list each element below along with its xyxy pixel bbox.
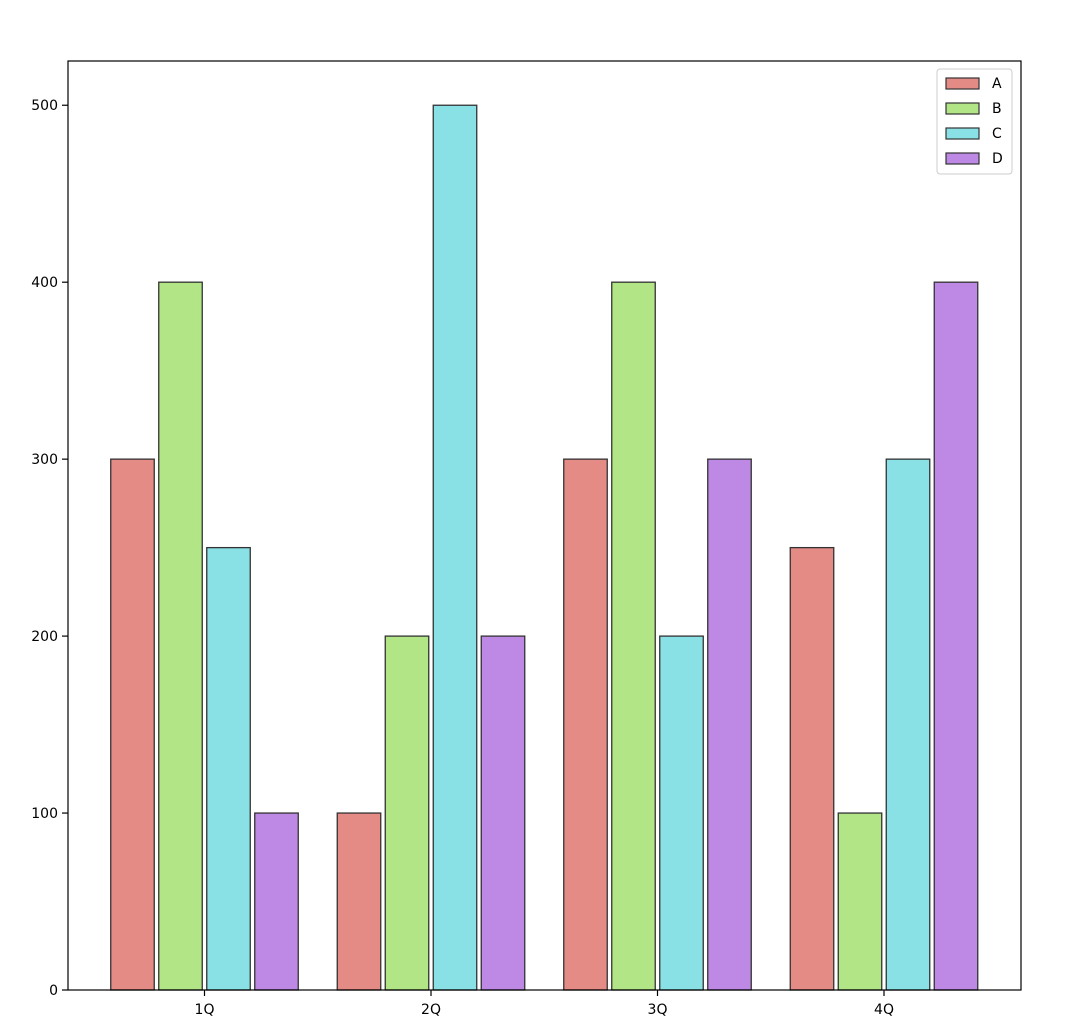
bar-B-2Q [384,635,430,991]
x-axis: 1Q 2Q 3Q 4Q [195,990,894,1018]
bars-layer [110,104,979,991]
legend-swatch-B [945,102,980,115]
legend-label-A: A [992,76,1002,92]
x-tick-label-1Q: 1Q [195,1002,215,1018]
bar-C-4Q [885,458,931,991]
bar-B-3Q [611,281,656,991]
y-tick-label-0: 0 [49,983,58,999]
legend-swatch-D [945,152,980,165]
legend-swatch-A [945,77,980,90]
bar-D-2Q [480,635,526,991]
y-tick-label-200: 200 [31,629,58,645]
bar-C-2Q [432,104,478,991]
bar-C-3Q [659,635,704,991]
bar-B-1Q [158,281,203,991]
plot-frame [67,60,1022,991]
bar-B-4Q [837,812,883,991]
x-tick-label-2Q: 2Q [421,1002,441,1018]
y-tick-label-500: 500 [31,98,58,114]
bar-D-1Q [254,812,299,991]
y-tick-label-300: 300 [31,452,58,468]
legend-label-C: C [992,126,1002,142]
y-tick-label-100: 100 [31,806,58,822]
bar-C-1Q [206,546,251,991]
x-tick-label-4Q: 4Q [874,1002,894,1018]
bar-A-2Q [336,812,382,991]
bar-D-3Q [707,458,752,991]
legend-swatch-C [945,127,980,140]
bar-A-4Q [789,546,835,991]
legend-box [936,68,1013,175]
bar-D-4Q [933,281,979,991]
x-tick-label-3Q: 3Q [648,1002,668,1018]
y-tick-label-400: 400 [31,275,58,291]
bar-A-1Q [110,458,155,991]
legend-label-D: D [992,151,1003,167]
y-axis: 0 100 200 300 400 500 [31,98,68,999]
bar-A-3Q [563,458,608,991]
legend-label-B: B [992,101,1002,117]
